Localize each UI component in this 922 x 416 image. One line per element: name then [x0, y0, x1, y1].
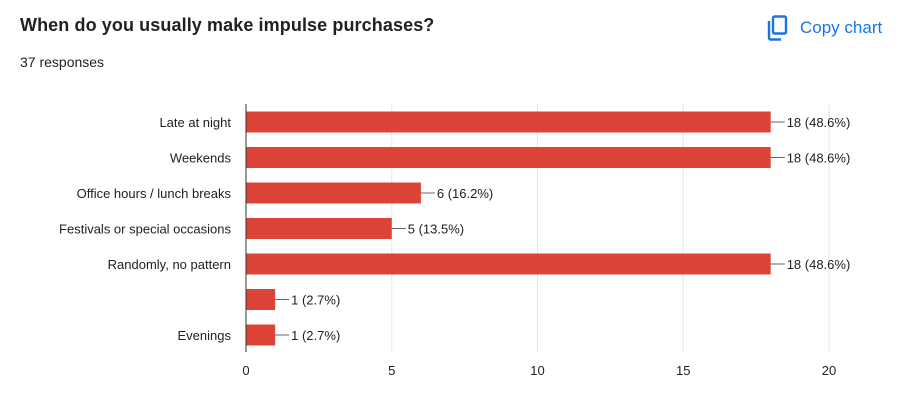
- data-label: 5 (13.5%): [408, 222, 464, 237]
- bar[interactable]: [246, 182, 421, 204]
- chart-title: When do you usually make impulse purchas…: [20, 15, 435, 35]
- bar[interactable]: [246, 218, 392, 239]
- bar[interactable]: [246, 147, 771, 168]
- copy-chart-label: Copy chart: [800, 18, 883, 37]
- bar[interactable]: [246, 289, 276, 310]
- data-label: 18 (48.6%): [787, 257, 851, 272]
- x-tick-label: 15: [676, 363, 690, 378]
- bar[interactable]: [246, 253, 771, 275]
- x-tick-label: 5: [388, 363, 395, 378]
- x-tick-label: 0: [242, 363, 249, 378]
- bar[interactable]: [246, 111, 771, 133]
- x-tick-label: 20: [822, 363, 836, 378]
- copy-icon: [766, 15, 788, 41]
- data-label: 18 (48.6%): [787, 115, 851, 130]
- category-label: Festivals or special occasions: [59, 222, 231, 237]
- copy-chart-button[interactable]: Copy chart: [766, 12, 906, 44]
- data-label: 18 (48.6%): [787, 151, 851, 166]
- data-label: 6 (16.2%): [437, 186, 493, 201]
- category-label: Weekends: [170, 151, 232, 166]
- category-label: Randomly, no pattern: [108, 257, 231, 272]
- x-tick-label: 10: [530, 363, 544, 378]
- response-count: 37 responses: [20, 54, 105, 70]
- data-label: 1 (2.7%): [291, 293, 340, 308]
- category-label: Late at night: [159, 115, 231, 130]
- data-label: 1 (2.7%): [291, 328, 340, 343]
- category-label: Office hours / lunch breaks: [77, 186, 232, 201]
- bar[interactable]: [246, 324, 276, 346]
- category-label: Evenings: [178, 328, 232, 343]
